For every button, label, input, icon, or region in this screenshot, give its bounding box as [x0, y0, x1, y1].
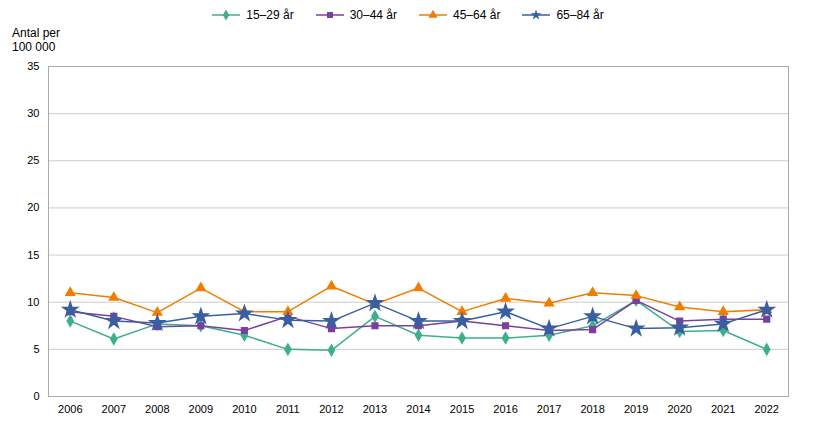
svg-text:2009: 2009 — [189, 403, 213, 415]
svg-text:2014: 2014 — [406, 403, 430, 415]
html-text:15–29 år: 15–29 år — [246, 8, 294, 22]
html-text:30–44 år: 30–44 år — [349, 8, 397, 22]
svg-text:2006: 2006 — [58, 403, 82, 415]
svg-text:35: 35 — [27, 60, 39, 72]
svg-text:15: 15 — [27, 249, 39, 261]
svg-text:30: 30 — [27, 107, 39, 119]
svg-text:2020: 2020 — [667, 403, 691, 415]
html-text:45–64 år: 45–64 år — [453, 8, 501, 22]
svg-text:2015: 2015 — [450, 403, 474, 415]
svg-text:0: 0 — [33, 390, 39, 402]
svg-text:2010: 2010 — [232, 403, 256, 415]
svg-text:2007: 2007 — [102, 403, 126, 415]
svg-text:25: 25 — [27, 154, 39, 166]
svg-text:5: 5 — [33, 343, 39, 355]
svg-text:2011: 2011 — [276, 403, 300, 415]
svg-text:2022: 2022 — [754, 403, 778, 415]
html-text:65–84 år: 65–84 år — [556, 8, 604, 22]
html-text:Antal per: Antal per — [12, 26, 60, 40]
svg-text:2008: 2008 — [145, 403, 169, 415]
svg-text:2013: 2013 — [363, 403, 387, 415]
svg-text:10: 10 — [27, 296, 39, 308]
svg-text:2018: 2018 — [580, 403, 604, 415]
svg-text:20: 20 — [27, 201, 39, 213]
svg-text:2019: 2019 — [624, 403, 648, 415]
svg-text:2017: 2017 — [537, 403, 561, 415]
svg-text:2021: 2021 — [711, 403, 735, 415]
html-text:100 000: 100 000 — [12, 40, 56, 54]
svg-text:2016: 2016 — [493, 403, 517, 415]
svg-text:2012: 2012 — [319, 403, 343, 415]
